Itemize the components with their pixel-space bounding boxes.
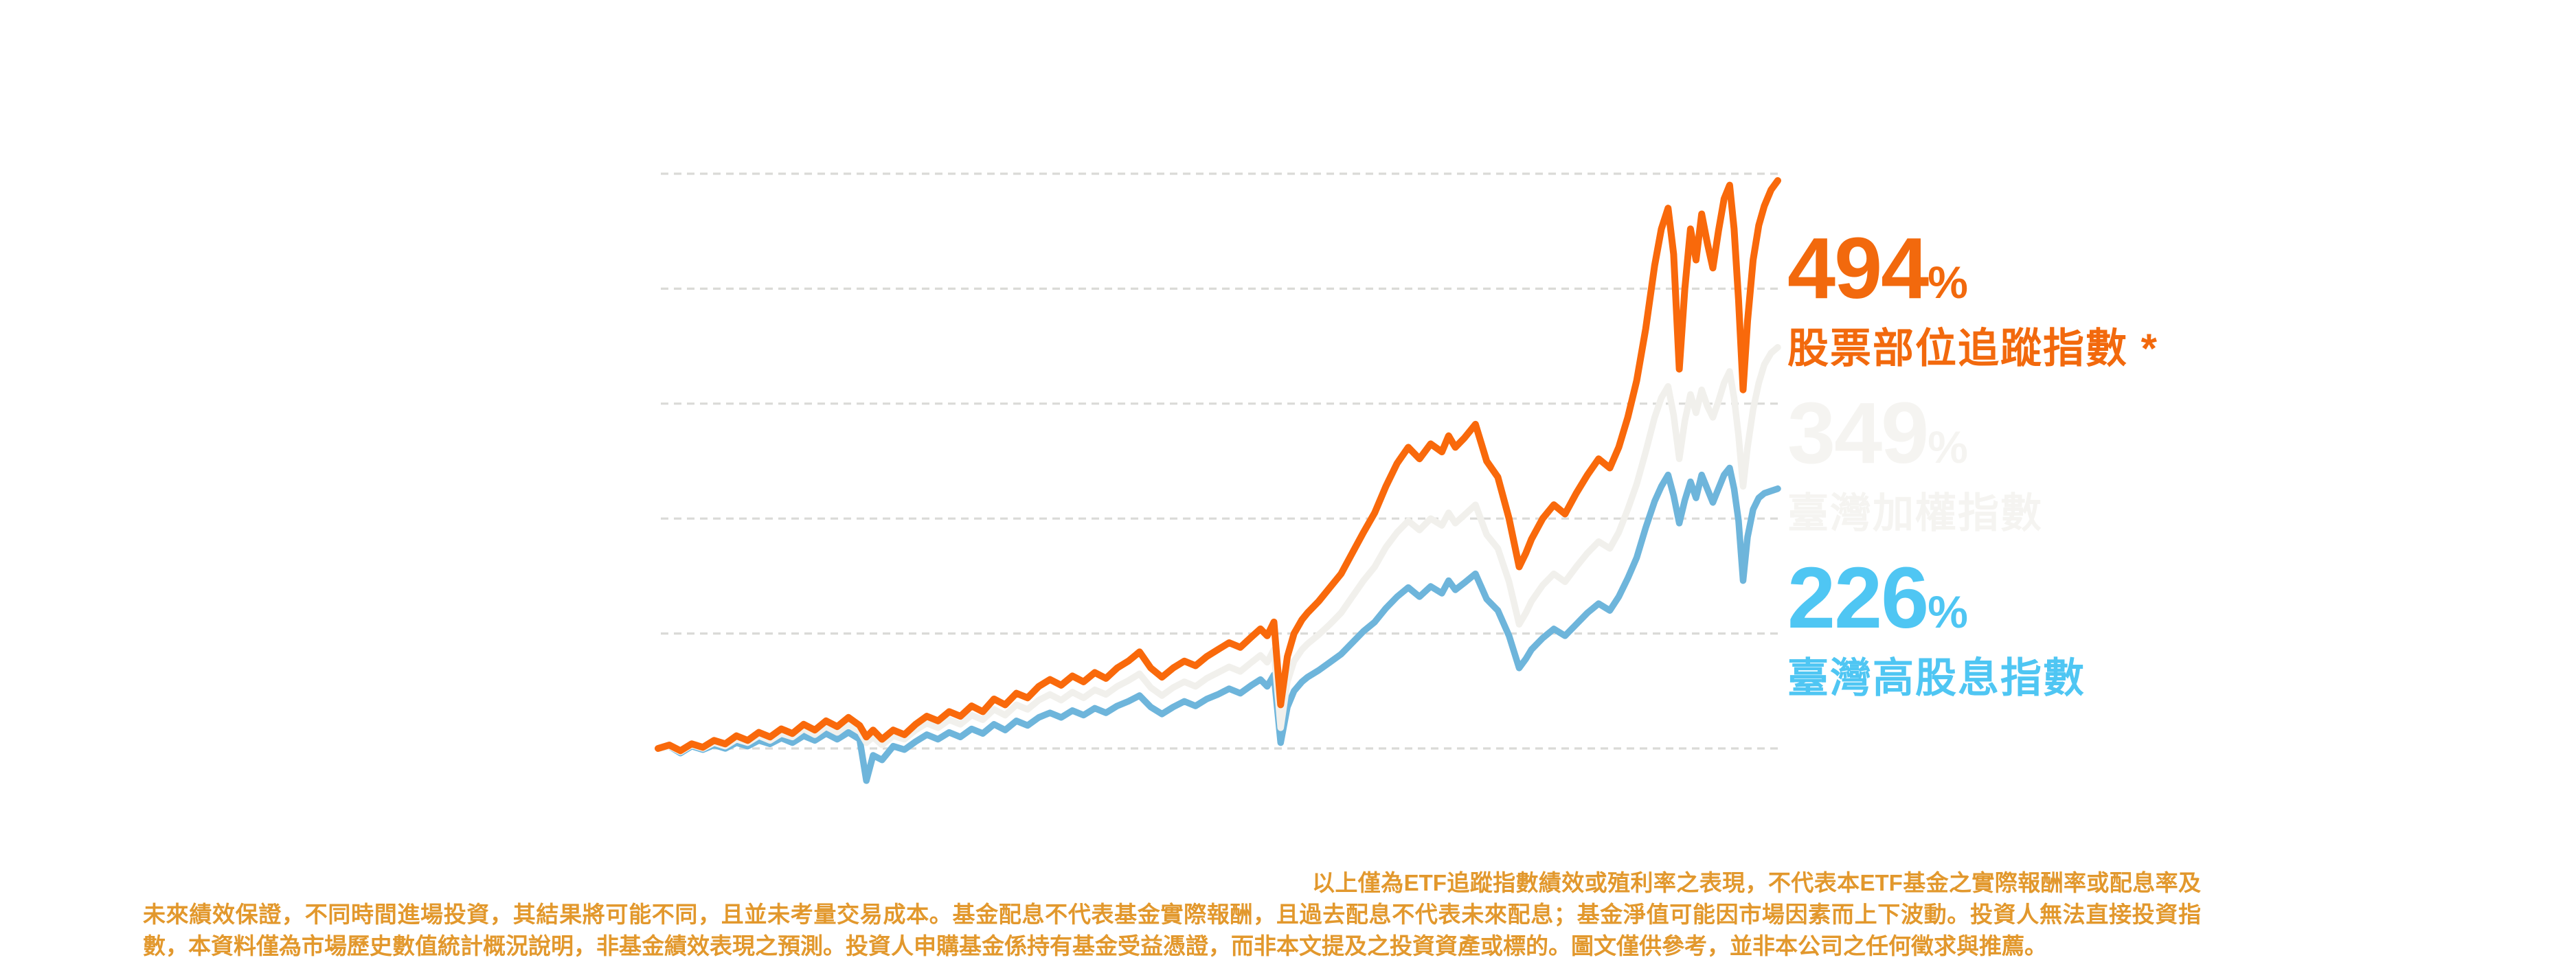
taiex-weighted-name: 臺灣加權指數 — [1787, 490, 2043, 536]
legend-tracking-index: 494% 股票部位追蹤指數 * — [1787, 225, 2158, 371]
high-dividend-return-value: 226 — [1787, 549, 1929, 646]
series-lines — [655, 177, 1781, 784]
high-dividend-name: 臺灣高股息指數 — [1787, 655, 2086, 701]
tracking-index-return-value: 494 — [1787, 220, 1929, 317]
legend-high-dividend-index: 226% 臺灣高股息指數 — [1787, 555, 2086, 700]
percent-sign: % — [1928, 586, 1968, 637]
legend-taiex-weighted-index: 349% 臺灣加權指數 — [1787, 390, 2043, 536]
percent-sign: % — [1928, 257, 1968, 308]
percent-sign: % — [1928, 422, 1968, 472]
line-tracking-index — [655, 177, 1781, 755]
taiex-weighted-return: 349% — [1787, 390, 2043, 490]
tracking-index-name: 股票部位追蹤指數 * — [1787, 325, 2159, 371]
disclaimer-text: 以上僅為ETF追蹤指數績效或殖利率之表現，不代表本ETF基金之實際報酬率或配息率… — [143, 870, 2201, 959]
tracking-index-return: 494% — [1787, 225, 2158, 325]
line-high-dividend-index — [655, 464, 1781, 784]
line-taiex-weighted-index — [655, 344, 1781, 755]
gridlines — [661, 172, 1781, 750]
taiex-weighted-return-value: 349 — [1787, 385, 1929, 481]
high-dividend-return: 226% — [1787, 555, 2086, 655]
